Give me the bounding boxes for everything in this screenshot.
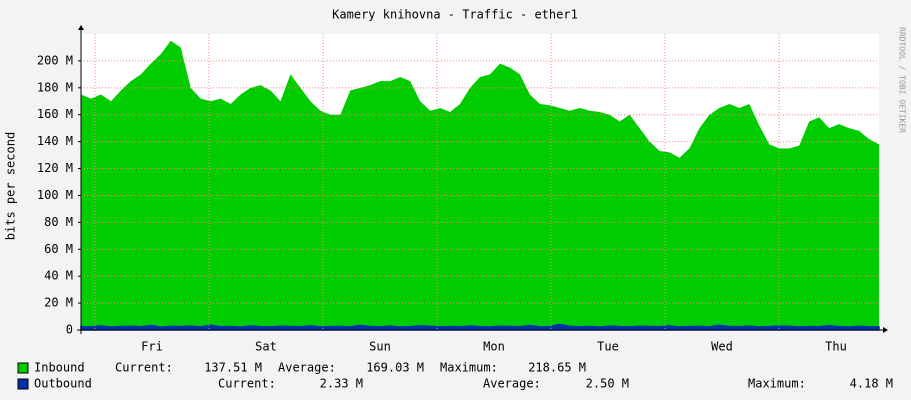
legend-swatch xyxy=(17,378,29,390)
y-tick-label: 60 M xyxy=(44,242,73,256)
y-tick-label: 80 M xyxy=(44,215,73,229)
series-area xyxy=(81,40,879,331)
legend-stat-label: Maximum: xyxy=(440,361,498,375)
watermark: RRDTOOL / TOBI OETIKER xyxy=(898,27,907,133)
legend-stat-label: Maximum: xyxy=(748,377,806,391)
legend-stat-label: Average: xyxy=(278,361,336,375)
y-tick-label: 100 M xyxy=(37,188,73,202)
y-tick-label: 120 M xyxy=(37,161,73,175)
legend-stat-value: 4.18 M xyxy=(850,377,893,391)
x-tick-label: Thu xyxy=(825,340,847,354)
x-tick-label: Wed xyxy=(711,340,733,354)
legend-stat-label: Current: xyxy=(218,377,276,391)
x-tick-label: Tue xyxy=(597,340,619,354)
y-tick-label: 200 M xyxy=(37,53,73,67)
y-tick-label: 160 M xyxy=(37,107,73,121)
y-axis-arrow xyxy=(78,25,84,30)
chart-title: Kamery knihovna - Traffic - ether1 xyxy=(332,8,578,22)
y-tick-label: 0 xyxy=(66,323,73,337)
legend-label: Inbound xyxy=(34,361,85,375)
legend-stat-value: 218.65 M xyxy=(528,361,586,375)
legend-stat-value: 2.50 M xyxy=(586,377,629,391)
legend-stat-value: 137.51 M xyxy=(204,361,262,375)
legend-stat-value: 2.33 M xyxy=(320,377,363,391)
x-axis-arrow xyxy=(883,327,888,333)
x-tick-label: Mon xyxy=(483,340,505,354)
y-tick-label: 40 M xyxy=(44,269,73,283)
x-tick-label: Sun xyxy=(369,340,391,354)
y-tick-label: 20 M xyxy=(44,296,73,310)
legend-stat-label: Current: xyxy=(115,361,173,375)
legend-stat-value: 169.03 M xyxy=(366,361,424,375)
x-tick-label: Sat xyxy=(255,340,277,354)
legend-label: Outbound xyxy=(34,377,92,391)
y-tick-label: 180 M xyxy=(37,80,73,94)
x-tick-label: Fri xyxy=(141,340,163,354)
y-tick-label: 140 M xyxy=(37,134,73,148)
legend-stat-label: Average: xyxy=(483,377,541,391)
y-axis-label: bits per second xyxy=(4,132,18,240)
legend-swatch xyxy=(17,362,29,374)
